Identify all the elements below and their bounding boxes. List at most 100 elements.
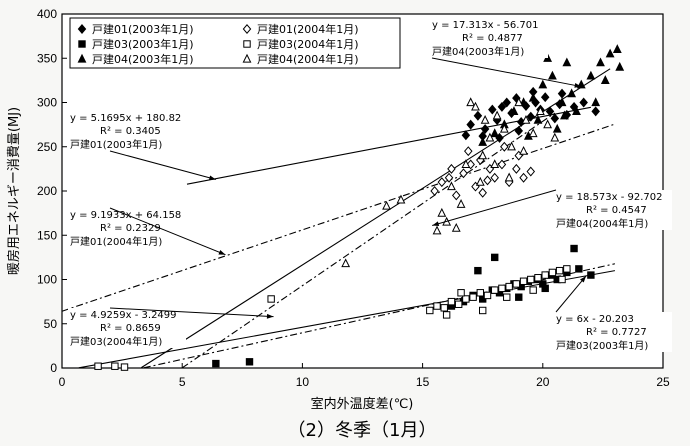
- annotation-background: [68, 111, 186, 151]
- data-point-戸建01-2003-1: [591, 106, 600, 117]
- annotation-arrow: [431, 57, 582, 88]
- data-point-戸建03-2004-1: [541, 271, 549, 279]
- data-point-戸建04-2004-1: [437, 207, 447, 217]
- annotation-background: [554, 312, 672, 352]
- legend-label-戸建03-2004-1: 戸建03(2004年1月): [257, 37, 359, 51]
- legend-label-戸建01-2003-1: 戸建01(2003年1月): [92, 22, 194, 36]
- annotation-label: 戸建01(2004年1月): [70, 235, 162, 248]
- data-point-戸建03-2004-1: [447, 297, 456, 306]
- data-point-戸建03-2004-1: [503, 293, 511, 301]
- data-point-戸建01-2003-1: [480, 124, 490, 135]
- y-tick-label: 300: [37, 96, 57, 110]
- data-point-戸建01-2004-1: [437, 177, 447, 188]
- data-point-戸建04-2003-1: [552, 123, 562, 133]
- data-point-戸建03-2003-1: [570, 244, 578, 253]
- data-point-戸建04-2004-1: [507, 141, 516, 151]
- data-point-戸建01-2003-1: [473, 110, 483, 121]
- data-point-戸建03-2004-1: [433, 302, 441, 310]
- data-point-戸建01-2003-1: [545, 106, 555, 117]
- data-point-戸建04-2003-1: [528, 92, 538, 102]
- y-tick-label: 200: [37, 184, 57, 198]
- data-point-戸建03-2003-1: [212, 359, 220, 368]
- data-point-戸建03-2004-1: [454, 300, 463, 308]
- data-point-戸建01-2004-1: [519, 172, 528, 183]
- data-point-戸建03-2004-1: [483, 291, 492, 300]
- annotation-equation: y = 4.9259x - 3.2499: [70, 310, 177, 321]
- data-point-戸建04-2004-1: [451, 222, 461, 232]
- annotation-equation: y = 5.1695x + 180.82: [70, 113, 181, 124]
- data-point-戸建04-2003-1: [478, 137, 488, 146]
- annotation-r2: R² = 0.4547: [586, 205, 647, 216]
- data-point-戸建01-2004-1: [447, 163, 456, 174]
- legend-label-戸建04-2003-1: 戸建04(2003年1月): [92, 52, 194, 66]
- regression-annotation-戸建04-2004-1: y = 18.573x - 92.702 R² = 0.4547戸建04(2004…: [432, 189, 672, 230]
- data-point-戸建03-2003-1: [245, 358, 254, 366]
- data-point-戸建03-2004-1: [563, 265, 571, 273]
- legend-marker-戸建03-2003-1: [78, 40, 86, 48]
- data-point-戸建03-2004-1: [505, 282, 513, 291]
- data-point-戸建04-2004-1: [492, 110, 502, 120]
- data-point-戸建04-2004-1: [396, 194, 406, 204]
- data-point-戸建04-2003-1: [596, 57, 605, 67]
- x-tick-label: 0: [59, 375, 66, 389]
- data-point-戸建04-2003-1: [615, 61, 625, 71]
- data-point-戸建04-2003-1: [533, 114, 543, 124]
- annotation-equation: y = 17.313x - 56.701: [432, 20, 539, 31]
- data-point-戸建04-2003-1: [562, 57, 572, 67]
- data-point-戸建03-2003-1: [575, 265, 583, 273]
- data-point-戸建03-2004-1: [94, 362, 102, 370]
- data-point-戸建04-2004-1: [461, 159, 471, 169]
- annotation-background: [430, 18, 548, 58]
- data-point-戸建04-2004-1: [485, 132, 495, 142]
- x-tick-label: 5: [179, 375, 186, 389]
- x-tick-label: 10: [296, 375, 310, 389]
- legend-box: [69, 17, 401, 69]
- data-point-戸建01-2004-1: [500, 141, 509, 152]
- data-point-戸建03-2004-1: [548, 268, 557, 277]
- data-point-戸建04-2004-1: [478, 150, 488, 160]
- annotation-equation: y = 18.573x - 92.702: [556, 192, 663, 203]
- data-point-戸建01-2003-1: [526, 111, 536, 122]
- annotation-r2: R² = 0.7727: [586, 327, 647, 338]
- data-point-戸建03-2004-1: [111, 362, 119, 370]
- data-point-戸建01-2004-1: [478, 187, 487, 198]
- x-axis-label: 室内外温度差(℃): [311, 396, 414, 412]
- y-axis-label: 暖房用エネルギー消費量(MJ): [6, 107, 22, 275]
- annotation-equation: y = 9.1933x + 64.158: [70, 210, 181, 221]
- data-point-戸建03-2004-1: [442, 311, 451, 319]
- annotation-arrowhead: [432, 221, 440, 227]
- annotation-r2: R² = 0.3405: [100, 126, 161, 137]
- data-point-戸建01-2004-1: [451, 190, 461, 201]
- data-point-戸建03-2004-1: [555, 266, 564, 275]
- x-tick-label: 20: [536, 375, 550, 389]
- data-point-戸建04-2004-1: [535, 106, 545, 115]
- data-point-戸建01-2003-1: [466, 119, 475, 130]
- data-point-戸建01-2003-1: [579, 97, 588, 108]
- data-point-戸建04-2004-1: [514, 97, 524, 107]
- data-point-戸建04-2003-1: [600, 75, 610, 84]
- data-point-戸建04-2003-1: [591, 97, 601, 107]
- data-point-戸建03-2003-1: [491, 253, 499, 262]
- data-point-戸建04-2004-1: [432, 225, 442, 235]
- data-point-戸建03-2004-1: [519, 277, 528, 285]
- annotation-arrowhead: [208, 175, 216, 181]
- data-point-戸建03-2003-1: [587, 271, 595, 279]
- data-point-戸建03-2004-1: [440, 304, 448, 312]
- data-point-戸建01-2004-1: [512, 163, 521, 174]
- figure-caption: （2）冬季（1月）: [288, 420, 437, 441]
- annotation-arrow: [109, 207, 226, 256]
- data-point-戸建01-2004-1: [483, 175, 492, 186]
- data-point-戸建03-2003-1: [474, 266, 482, 275]
- annotation-label: 戸建01(2003年1月): [70, 138, 162, 151]
- y-tick-label: 350: [37, 51, 57, 65]
- annotation-arrow: [555, 275, 587, 313]
- legend-marker-戸建01-2003-1: [77, 24, 87, 34]
- data-point-戸建04-2004-1: [490, 159, 500, 169]
- data-point-戸建04-2003-1: [538, 79, 548, 89]
- data-point-戸建04-2004-1: [475, 176, 485, 186]
- data-point-戸建04-2003-1: [509, 106, 519, 115]
- data-point-戸建03-2004-1: [476, 289, 484, 297]
- data-point-戸建04-2004-1: [341, 258, 351, 268]
